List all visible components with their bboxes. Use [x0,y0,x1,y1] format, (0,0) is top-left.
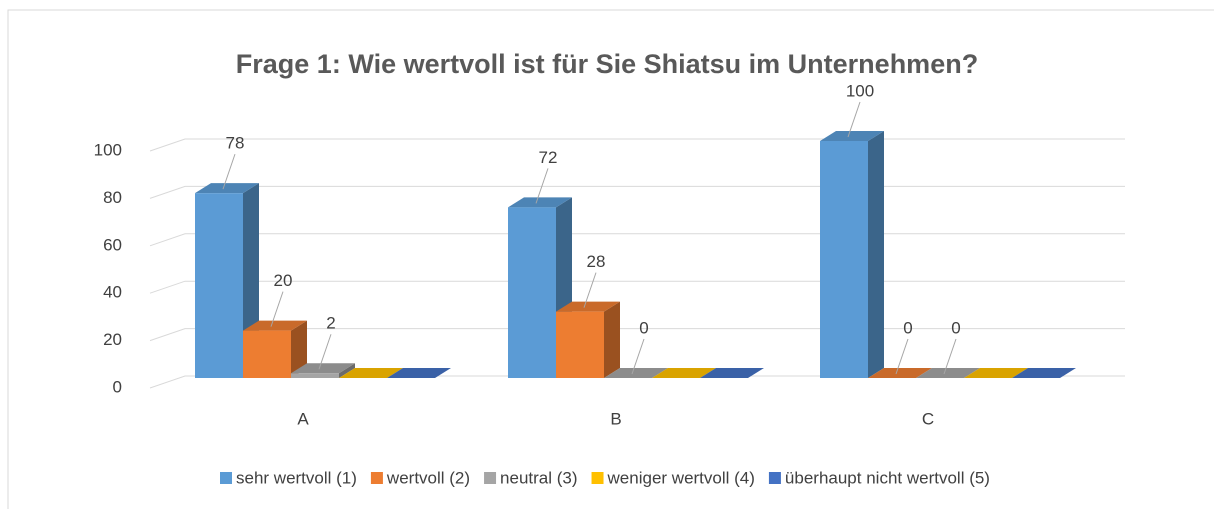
data-label: 20 [274,271,293,290]
leader-line [847,101,861,138]
leader-line [318,334,332,370]
bar-top [964,368,1028,378]
data-label: 100 [846,81,874,100]
bar-top [291,363,355,374]
leader-line [270,291,284,327]
bar-top [1012,368,1076,378]
bar-top [387,368,451,378]
bar-top [556,301,620,312]
bar [556,311,604,378]
legend-swatch [484,472,497,484]
leader-line [583,272,597,308]
legend-swatch [591,472,604,484]
leader-line [535,168,549,204]
bar [508,207,556,378]
x-tick-label: B [610,409,621,428]
bar-top [700,368,764,378]
legend-swatch [370,472,383,484]
grid-line [149,328,1125,342]
bar-side [291,320,307,378]
leader-line [631,338,645,375]
bar [291,373,339,378]
legend-label: weniger wertvoll (4) [607,468,755,487]
bar-top [868,368,932,378]
data-label: 28 [587,252,606,271]
bar [820,141,868,378]
bar [195,193,243,378]
y-tick-label: 60 [103,235,122,254]
bar-top [820,131,884,141]
grid-line [149,138,1125,152]
x-tick-label: A [297,409,309,428]
bar-side [604,301,620,378]
grid-line [149,280,1125,294]
data-label: 0 [903,318,912,337]
data-label: 78 [226,134,245,153]
bar-top [604,368,668,378]
chart-border [7,9,1214,509]
legend-swatch [768,472,781,484]
legend-swatch [220,472,232,484]
data-label: 2 [326,314,335,333]
grid-line [149,233,1125,247]
y-tick-label: 100 [94,140,122,159]
chart-title: Frage 1: Wie wertvoll ist für Sie Shiats… [236,49,978,79]
grid-line [149,375,1125,389]
bar-side [868,131,884,378]
legend-label: neutral (3) [500,468,577,487]
data-label: 0 [951,318,960,337]
y-tick-label: 40 [103,283,122,302]
data-label: 72 [539,148,558,167]
leader-line [222,153,236,190]
x-tick-label: C [922,409,934,428]
bar-top [195,183,259,194]
legend-label: sehr wertvoll (1) [236,468,357,487]
bar-top [652,368,716,378]
legend-label: überhaupt nicht wertvoll (5) [785,468,990,487]
bar [243,330,291,378]
data-label: 0 [639,318,648,337]
grid-line [149,185,1125,199]
bar-side [339,363,355,378]
y-tick-label: 20 [103,330,122,349]
leader-line [943,338,957,375]
y-tick-label: 0 [113,377,122,396]
leader-line [895,338,909,375]
bar-top [916,368,980,378]
bar-top [243,320,307,331]
legend-label: wertvoll (2) [386,468,470,487]
bar-top [508,197,572,208]
bar-top [339,368,403,378]
y-tick-label: 80 [103,188,122,207]
